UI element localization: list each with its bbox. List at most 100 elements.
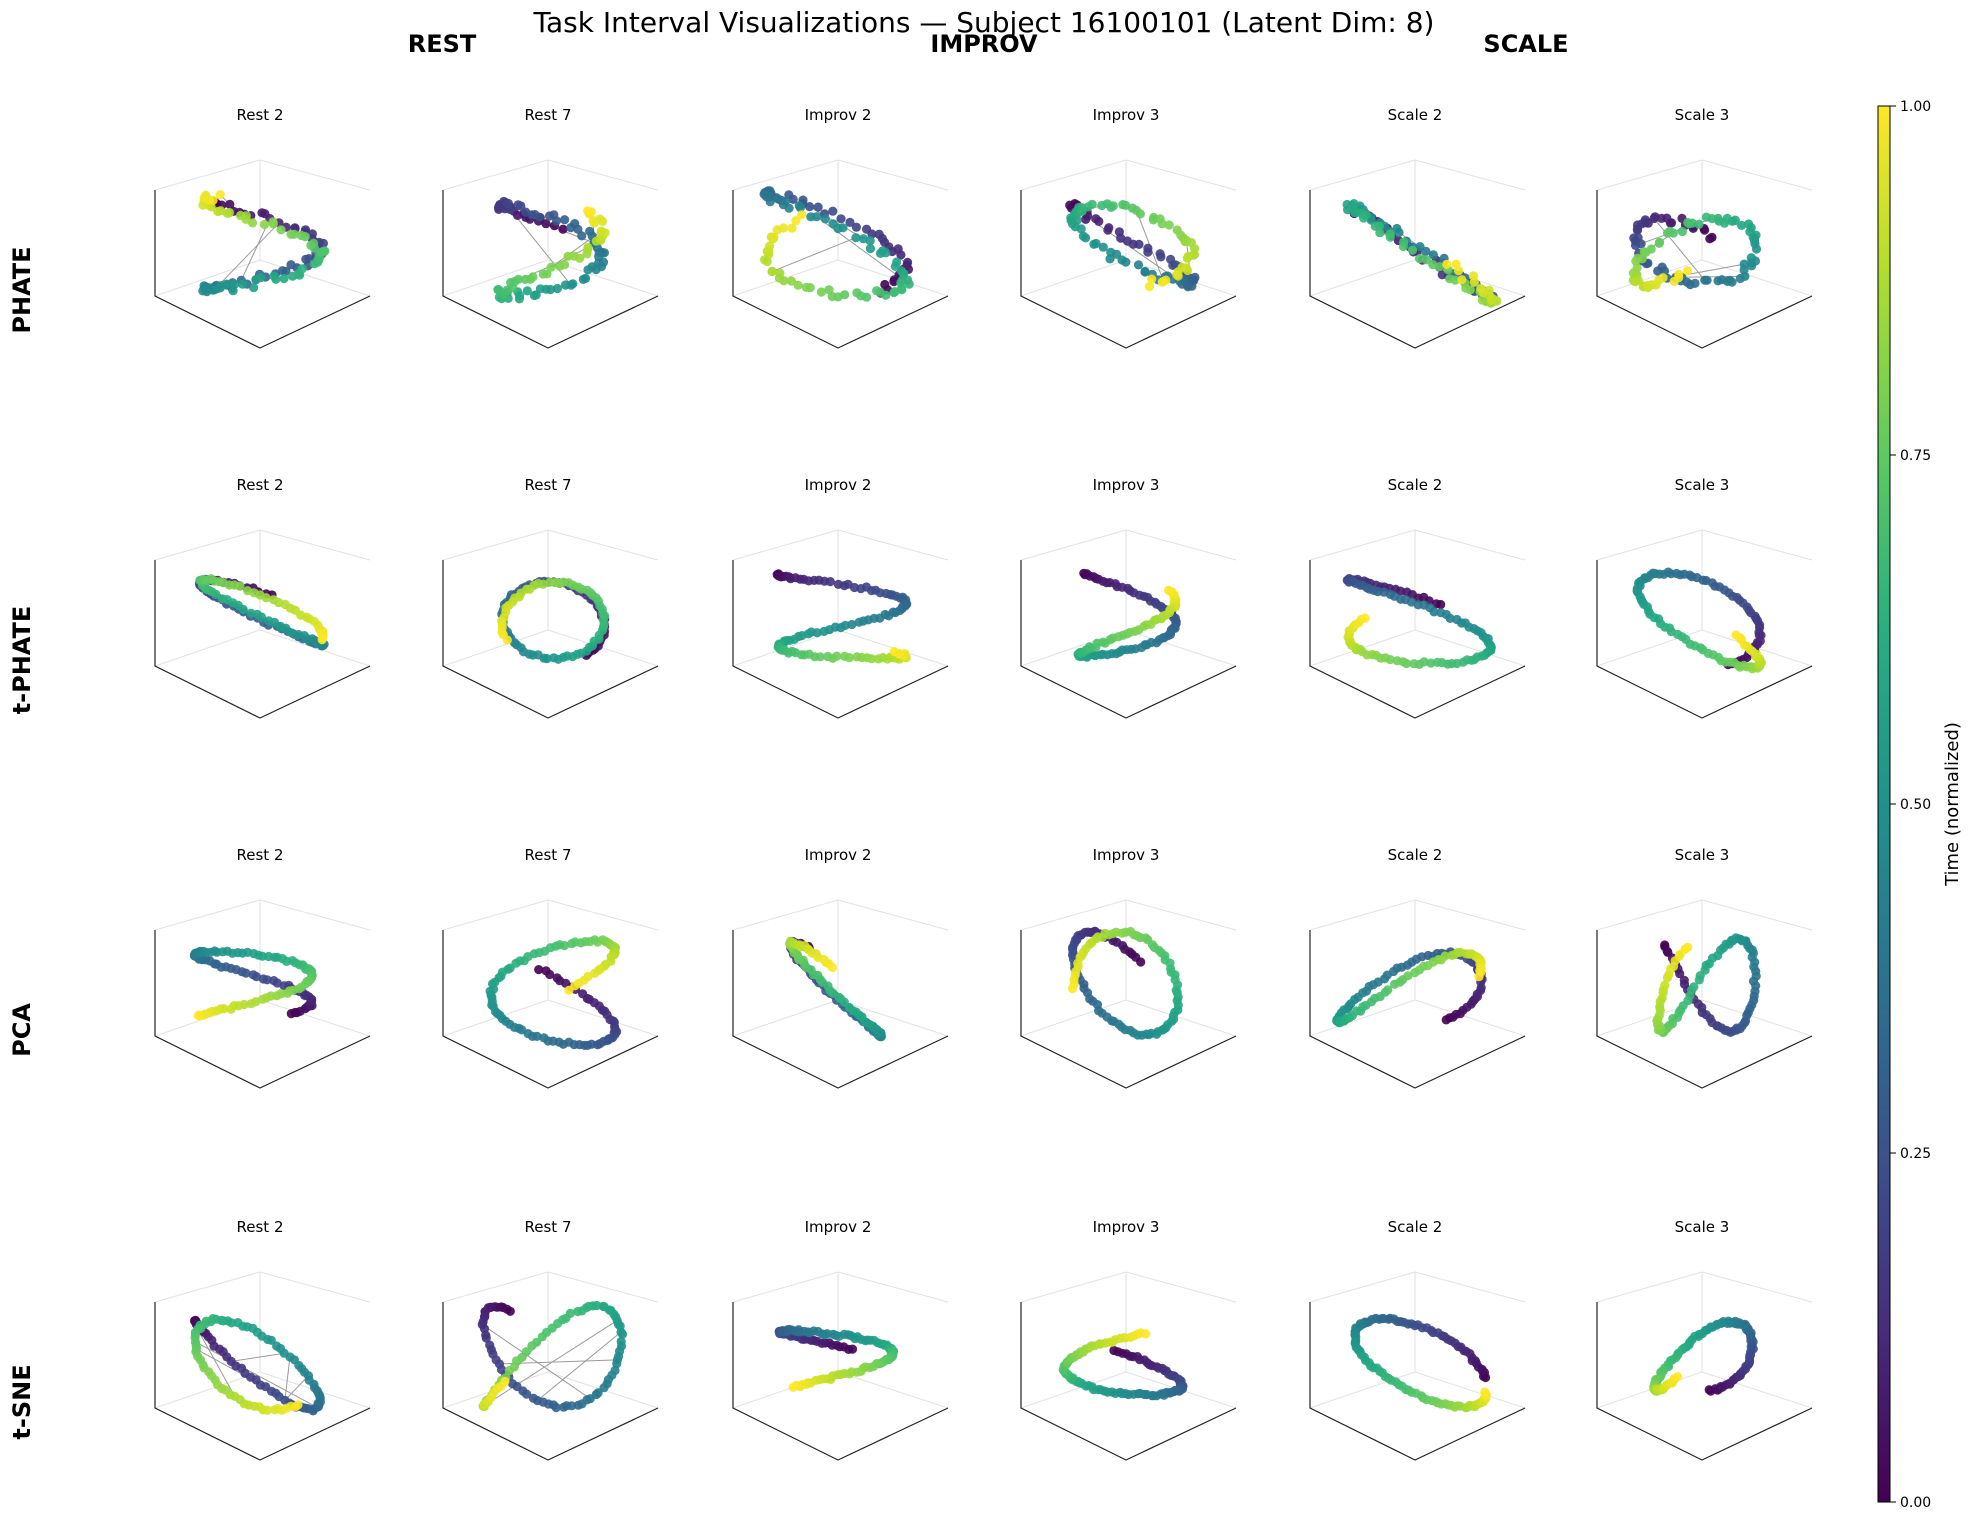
- trajectory-point: [539, 1033, 549, 1043]
- trajectory: [774, 1324, 899, 1392]
- trajectory-point: [851, 222, 862, 232]
- panel-r2-c2: Improv 2: [732, 846, 949, 1089]
- panel-r1-c1: Rest 7: [442, 476, 659, 719]
- jump-line: [284, 1356, 291, 1401]
- panel-title: Rest 7: [525, 106, 572, 124]
- trajectory-point: [225, 199, 235, 209]
- trajectory: [189, 1314, 325, 1416]
- trajectory: [1632, 567, 1766, 674]
- trajectory-point: [1702, 275, 1712, 285]
- panel-r2-c4: Scale 2: [1309, 846, 1526, 1089]
- trajectory-point: [1442, 259, 1452, 269]
- trajectory: [1058, 1328, 1188, 1401]
- trajectory-point: [845, 217, 855, 227]
- trajectory-point: [293, 1400, 303, 1410]
- colorbar-tick-label: 1.00: [1900, 99, 1931, 115]
- colorbar-gradient: [1877, 105, 1891, 1503]
- panel-title: Scale 3: [1675, 1218, 1730, 1236]
- trajectory-point: [316, 247, 326, 257]
- trajectory-point: [1457, 275, 1467, 285]
- trajectory-point: [551, 216, 562, 226]
- trajectory-point: [1476, 283, 1486, 294]
- panel-r0-c4: Scale 2: [1309, 106, 1526, 349]
- trajectory-point: [504, 1366, 514, 1376]
- trajectory-point: [1392, 223, 1402, 234]
- panel-r3-c0: Rest 2: [154, 1218, 371, 1461]
- panel-title: Rest 7: [525, 846, 572, 864]
- trajectory-point: [838, 223, 848, 233]
- trajectory-point: [1683, 217, 1693, 228]
- axis-back-edges: [1020, 899, 1237, 1037]
- axis-back-edges: [442, 899, 659, 1037]
- trajectory-point: [1746, 253, 1756, 263]
- trajectory: [1342, 574, 1496, 670]
- axis-box: [154, 159, 371, 349]
- trajectory-point: [890, 287, 900, 297]
- trajectory-point: [897, 285, 907, 295]
- axis-box: [442, 899, 659, 1089]
- axis-back-edges: [154, 899, 371, 1037]
- axis-front-edges: [1020, 190, 1237, 349]
- trajectory: [493, 196, 610, 304]
- trajectory-point: [1383, 985, 1393, 995]
- trajectory-point: [1451, 259, 1461, 269]
- trajectory-point: [1135, 209, 1145, 219]
- colorbar-label: Time (normalized): [1942, 722, 1963, 887]
- axis-box: [154, 1271, 371, 1461]
- trajectory: [1073, 568, 1181, 662]
- trajectory-point: [235, 581, 245, 591]
- trajectory-point: [246, 999, 256, 1009]
- trajectory: [477, 1300, 628, 1413]
- colorbar-ticks: 0.00 0.25 0.50 0.75 1.00: [1890, 99, 1931, 1511]
- trajectory-point: [1690, 278, 1700, 288]
- axis-front-edges: [442, 1302, 659, 1461]
- trajectory-point: [812, 212, 822, 222]
- trajectory-point: [577, 231, 587, 241]
- trajectory-point: [591, 265, 601, 275]
- panel-title: Scale 2: [1388, 846, 1443, 864]
- trajectory-point: [825, 577, 835, 587]
- trajectory-point: [865, 236, 875, 246]
- trajectory-point: [1157, 277, 1167, 287]
- panel-title: Improv 3: [1093, 106, 1160, 124]
- trajectory-point: [559, 941, 570, 951]
- trajectory-point: [851, 233, 861, 243]
- trajectory-point: [1157, 219, 1167, 229]
- trajectory-point: [1164, 220, 1174, 230]
- trajectory-point: [527, 1341, 537, 1351]
- axis-front-edges: [732, 1302, 949, 1461]
- trajectory-point: [824, 285, 834, 295]
- trajectory-point: [522, 1389, 532, 1399]
- trajectory-point: [268, 217, 278, 227]
- panel-title: Rest 2: [237, 1218, 284, 1236]
- trajectory-point: [828, 206, 838, 216]
- trajectory-point: [1134, 239, 1144, 249]
- trajectory-point: [1468, 271, 1479, 281]
- panel-r2-c0: Rest 2: [154, 846, 371, 1089]
- trajectory-point: [1156, 252, 1166, 262]
- axis-front-edges: [1309, 560, 1526, 719]
- trajectory-point: [230, 279, 240, 289]
- trajectory-point: [1739, 259, 1749, 269]
- trajectory-point: [1662, 228, 1673, 238]
- row-label-1: t-PHATE: [8, 606, 36, 715]
- trajectory-point: [1094, 216, 1104, 226]
- panel-title: Rest 2: [237, 476, 284, 494]
- axis-box: [1309, 529, 1526, 719]
- trajectory-point: [222, 279, 232, 289]
- trajectory-point: [1108, 201, 1118, 211]
- axis-front-edges: [442, 930, 659, 1089]
- trajectory-point: [258, 994, 268, 1004]
- trajectory-point: [775, 268, 785, 278]
- trajectory-point: [542, 269, 552, 279]
- panel-title: Scale 3: [1675, 476, 1730, 494]
- trajectory-point: [297, 264, 307, 274]
- trajectory-point: [1701, 212, 1711, 222]
- trajectory-point: [514, 294, 525, 304]
- panel-title: Scale 2: [1388, 476, 1443, 494]
- trajectory-point: [778, 223, 789, 233]
- trajectory-point: [575, 253, 585, 263]
- axis-box: [1020, 529, 1237, 719]
- trajectory-point: [1067, 983, 1078, 994]
- trajectory-point: [567, 1401, 577, 1411]
